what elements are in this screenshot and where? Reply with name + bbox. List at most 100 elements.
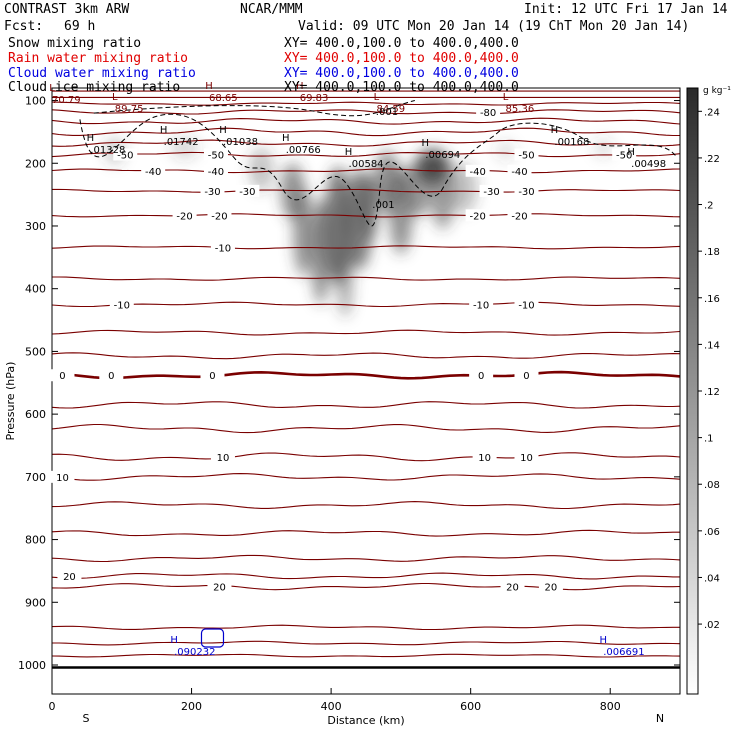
extremum-value: 85.36 bbox=[506, 104, 535, 115]
x-tick-label: 0 bbox=[49, 700, 56, 713]
y-tick-label: 100 bbox=[25, 95, 46, 108]
snow-shade-blob-2 bbox=[249, 147, 274, 192]
temperature-label: 10 bbox=[56, 473, 69, 484]
init-time: Init: 12 UTC Fri 17 Jan 14 bbox=[524, 2, 728, 17]
snow-contour-0 bbox=[79, 113, 677, 227]
temperature-label: -80 bbox=[480, 108, 496, 119]
y-tick-label: 1000 bbox=[18, 659, 46, 672]
temperature-contour-line bbox=[52, 352, 680, 360]
temperature-label: -30 bbox=[239, 187, 255, 198]
temperature-label: -20 bbox=[511, 211, 527, 222]
temperature-label-bg bbox=[50, 369, 75, 382]
colorbar bbox=[686, 87, 699, 695]
temperature-contour-line bbox=[52, 370, 680, 380]
extremum-marker: L bbox=[503, 92, 509, 103]
temperature-label-bg bbox=[172, 209, 197, 222]
colorbar-unit: g kg⁻¹ bbox=[703, 86, 731, 96]
temperature-contour-line bbox=[52, 329, 680, 336]
temperature-label-bg bbox=[514, 450, 539, 463]
x-tick-label: 400 bbox=[321, 700, 342, 713]
snow-shade-blob-17 bbox=[593, 137, 614, 158]
extremum-marker: H bbox=[599, 635, 607, 646]
extremum-value: 70.79 bbox=[52, 95, 81, 106]
temperature-label: -50 bbox=[616, 150, 632, 161]
y-tick-label: 600 bbox=[25, 408, 46, 421]
extremum-value: .00694 bbox=[425, 150, 460, 161]
temperature-label: -50 bbox=[518, 150, 534, 161]
temperature-label-bg bbox=[203, 164, 228, 177]
temperature-contour-line bbox=[52, 245, 680, 250]
extremum-value: .006691 bbox=[603, 647, 644, 658]
temperature-label-bg bbox=[514, 148, 539, 161]
extremum-marker: H bbox=[170, 635, 178, 646]
x-tick-label: 200 bbox=[181, 700, 202, 713]
extremum-marker: H bbox=[296, 81, 304, 92]
temperature-label: 20 bbox=[63, 572, 76, 583]
plot-frame bbox=[51, 87, 681, 695]
temperature-label: 0 bbox=[59, 371, 65, 382]
y-tick-label: 500 bbox=[25, 345, 46, 358]
temperature-label: -10 bbox=[473, 300, 489, 311]
snow-shade-blob-7 bbox=[337, 247, 354, 317]
temperature-label: -40 bbox=[511, 167, 527, 178]
y-tick-label: 700 bbox=[25, 471, 46, 484]
colorbar-tick-label: .02 bbox=[704, 620, 720, 631]
extremum-marker: L bbox=[49, 83, 55, 94]
extremum-marker: H bbox=[345, 147, 353, 158]
y-tick-label: 400 bbox=[25, 283, 46, 296]
temperature-contour-line bbox=[52, 572, 680, 580]
extremum-value: .01742 bbox=[164, 137, 199, 148]
temperature-label-bg bbox=[113, 148, 138, 161]
temperature-contour-line bbox=[52, 213, 680, 218]
extremum-value: 84.59 bbox=[376, 104, 405, 115]
colorbar-tick-label: .22 bbox=[704, 154, 720, 165]
field-rain-label: Rain water mixing ratio bbox=[8, 51, 189, 66]
field-cloud-water-label: Cloud water mixing ratio bbox=[8, 66, 196, 81]
forecast-hours: 69 h bbox=[64, 19, 96, 34]
temperature-label: -30 bbox=[483, 187, 499, 198]
extremum-value: .00766 bbox=[286, 145, 321, 156]
temperature-label-bg bbox=[141, 164, 166, 177]
temperature-label-bg bbox=[109, 298, 134, 311]
temperature-label: -20 bbox=[211, 211, 227, 222]
temperature-contour-line bbox=[52, 401, 680, 409]
temperature-label: 10 bbox=[478, 453, 491, 464]
temperature-label: 10 bbox=[217, 453, 230, 464]
temperature-label-bg bbox=[200, 369, 225, 382]
extremum-marker: L bbox=[112, 92, 118, 103]
temperature-contour-line bbox=[52, 423, 680, 434]
y-tick-label: 300 bbox=[25, 220, 46, 233]
temperature-contours bbox=[52, 90, 680, 658]
temperature-contour-line bbox=[52, 188, 680, 193]
colorbar-tick-label: .2 bbox=[704, 201, 714, 212]
temperature-contour-line bbox=[52, 501, 680, 510]
temperature-contour-line bbox=[52, 276, 680, 281]
field-cloud-ice-label: Cloud ice mixing ratio bbox=[8, 80, 181, 95]
temperature-contour-line bbox=[52, 554, 680, 563]
temperature-label-bg bbox=[476, 105, 501, 118]
temperature-label-bg bbox=[514, 369, 539, 382]
temperature-label: 10 bbox=[520, 453, 533, 464]
extremum-marker: H bbox=[219, 125, 227, 136]
temperature-label: 20 bbox=[545, 583, 558, 594]
temperature-label: -30 bbox=[204, 187, 220, 198]
temperature-label-bg bbox=[210, 241, 235, 254]
temperature-label: -40 bbox=[145, 167, 161, 178]
temperature-label-bg bbox=[207, 580, 232, 593]
y-tick-label: 900 bbox=[25, 596, 46, 609]
extremum-value: .00168 bbox=[554, 137, 589, 148]
x-end-label-right: N bbox=[656, 712, 664, 725]
temperature-label-bg bbox=[207, 209, 232, 222]
temperature-label: -50 bbox=[117, 150, 133, 161]
temperature-label: -10 bbox=[114, 300, 130, 311]
extremum-marker: H bbox=[87, 133, 95, 144]
y-tick-label: 200 bbox=[25, 157, 46, 170]
y-axis-label: Pressure (hPa) bbox=[4, 362, 17, 441]
temperature-label-bg bbox=[469, 369, 494, 382]
temperature-label: 0 bbox=[209, 371, 215, 382]
forecast-label: Fcst: bbox=[4, 19, 44, 34]
colorbar-tick-label: .04 bbox=[704, 573, 720, 584]
colorbar-tick-label: .14 bbox=[704, 340, 720, 351]
temperature-label: -20 bbox=[469, 211, 485, 222]
temperature-contour-line bbox=[52, 640, 680, 646]
